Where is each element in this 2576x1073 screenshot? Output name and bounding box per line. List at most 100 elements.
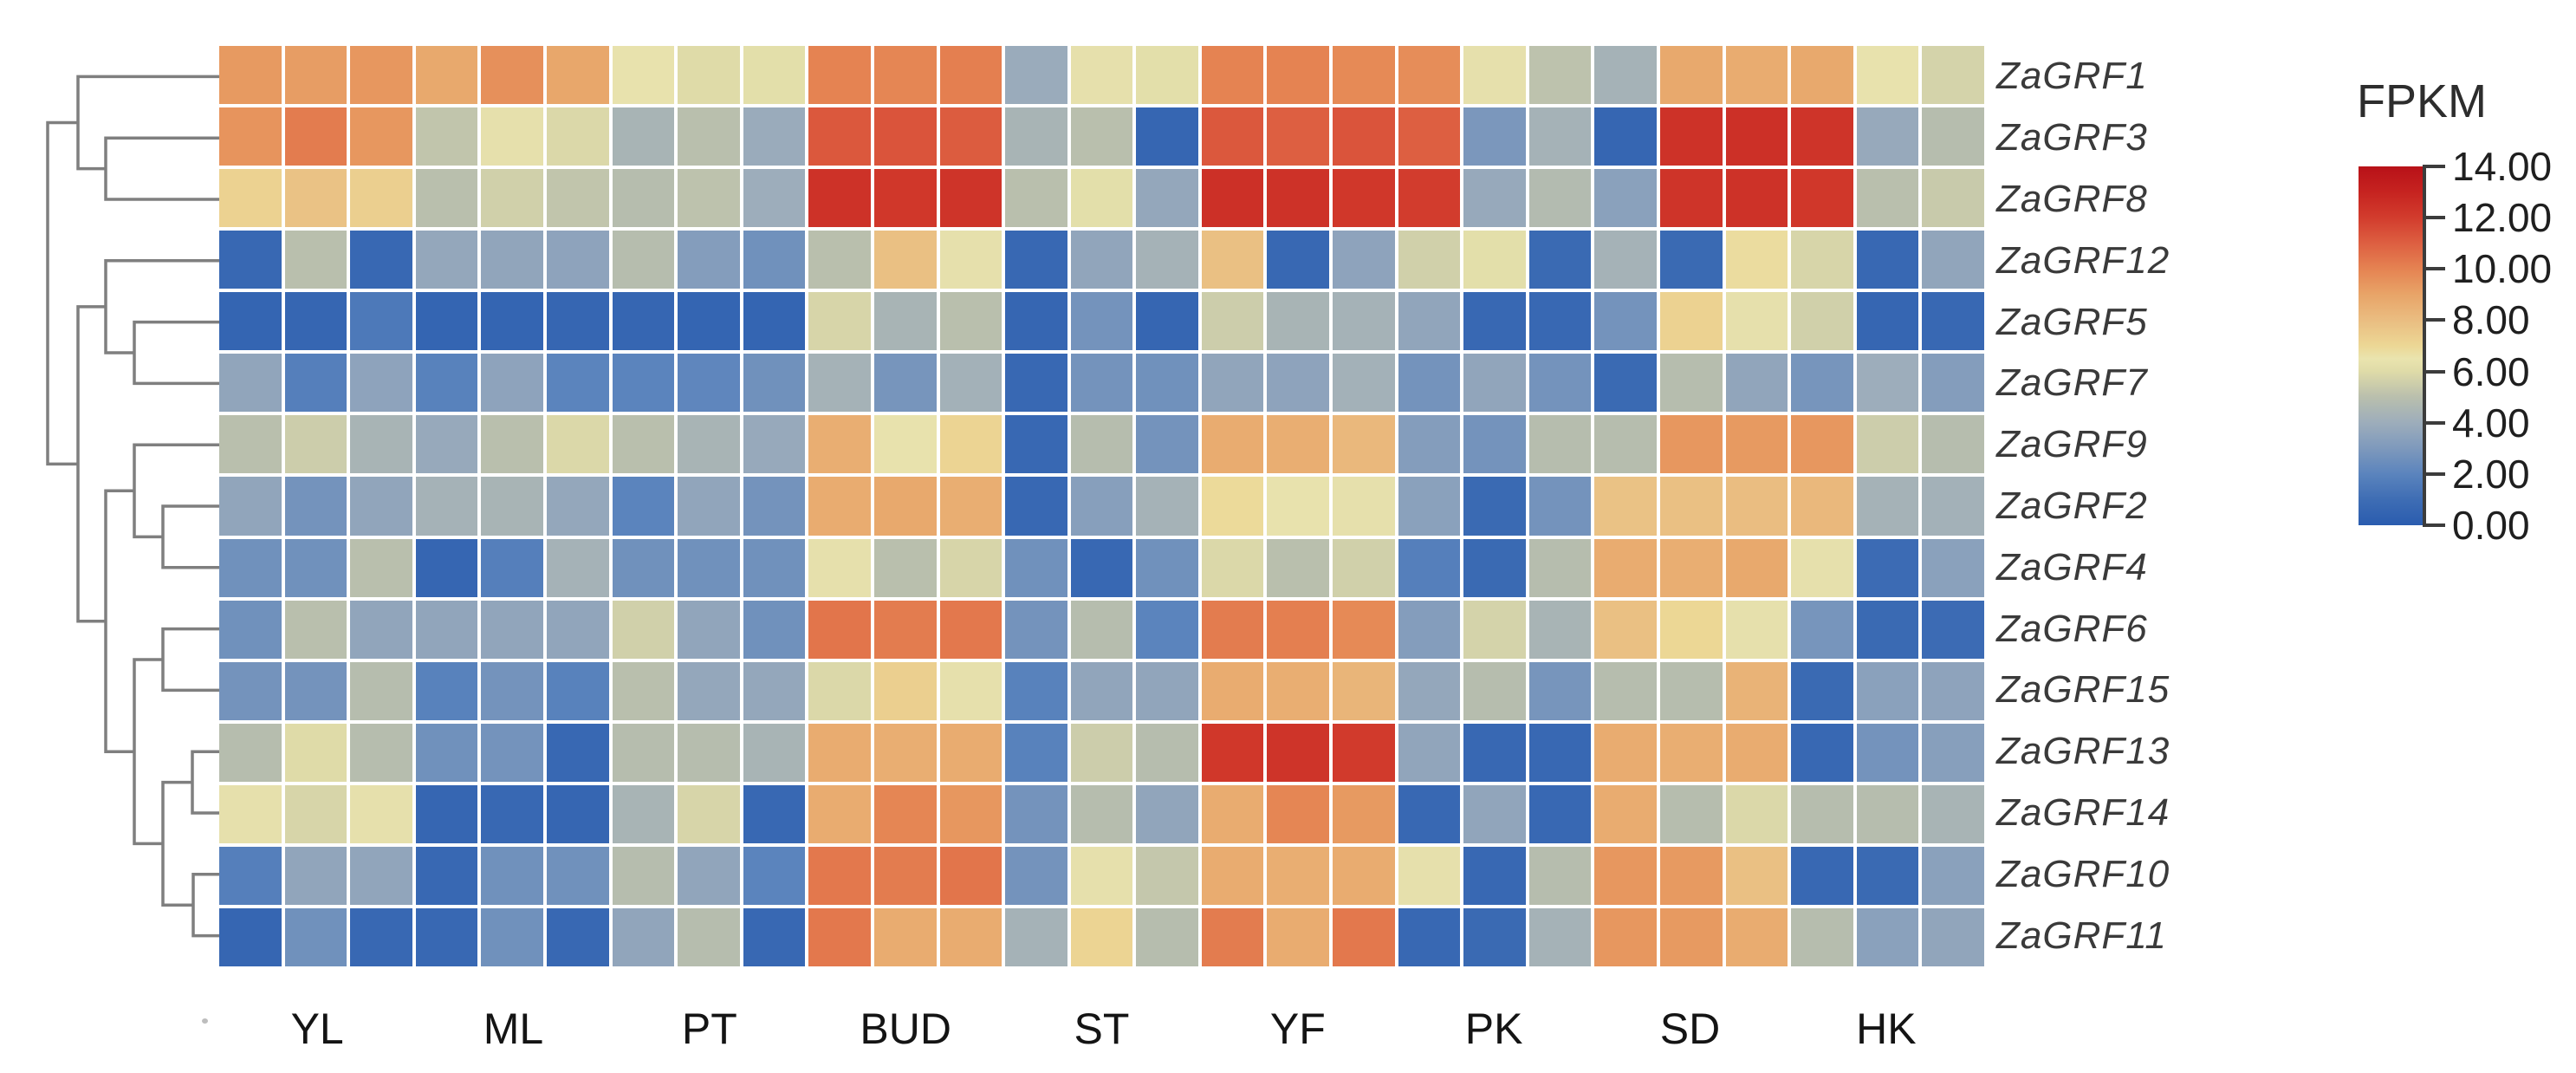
column-label: ST <box>1074 1005 1130 1053</box>
colorbar-tick-label: 12.00 <box>2452 195 2553 241</box>
heatmap-cell <box>743 538 806 597</box>
heatmap-cell <box>350 415 412 474</box>
heatmap-cell <box>1856 907 1919 966</box>
heatmap-cell <box>1791 107 1853 166</box>
heatmap-cell <box>350 231 412 289</box>
row-label: ZaGRF15 <box>1996 668 2170 712</box>
heatmap-cell <box>1333 354 1395 413</box>
heatmap-cell <box>1333 723 1395 782</box>
heatmap-cell <box>1856 169 1919 228</box>
colorbar-tick <box>2426 471 2445 476</box>
row-label: ZaGRF3 <box>1996 116 2148 159</box>
heatmap-cell <box>1463 292 1526 351</box>
heatmap-cell <box>1922 415 1984 474</box>
heatmap-cell <box>1398 415 1461 474</box>
heatmap-cell <box>939 846 1002 905</box>
colorbar-tick <box>2426 216 2445 220</box>
heatmap-cell <box>743 231 806 289</box>
heatmap-cell <box>808 46 871 105</box>
heatmap-cell <box>284 169 347 228</box>
heatmap-cell <box>1856 723 1919 782</box>
column-label: PT <box>681 1005 737 1053</box>
heatmap-cell <box>1070 169 1133 228</box>
colorbar-tick <box>2426 318 2445 322</box>
heatmap-cell <box>1463 846 1526 905</box>
heatmap-cell <box>415 415 478 474</box>
heatmap-cell <box>1922 846 1984 905</box>
heatmap-cell <box>1660 600 1723 659</box>
heatmap-cell <box>1791 846 1853 905</box>
heatmap-cell <box>219 907 282 966</box>
heatmap-cell <box>678 46 740 105</box>
heatmap-cell <box>1398 784 1461 843</box>
heatmap-cell <box>1791 538 1853 597</box>
heatmap-cell <box>481 661 543 720</box>
heatmap-cell <box>284 354 347 413</box>
heatmap-cell <box>939 907 1002 966</box>
heatmap-cell <box>1005 538 1067 597</box>
heatmap-cell <box>284 107 347 166</box>
heatmap-cell <box>219 538 282 597</box>
heatmap-cell <box>808 107 871 166</box>
heatmap-cell <box>612 600 675 659</box>
colorbar-tick <box>2426 165 2445 168</box>
heatmap-cell <box>219 107 282 166</box>
heatmap-cell <box>678 107 740 166</box>
heatmap-cell <box>939 784 1002 843</box>
heatmap-cell <box>1463 354 1526 413</box>
heatmap-cell <box>743 477 806 536</box>
heatmap-cell <box>1463 107 1526 166</box>
heatmap-cell <box>1922 477 1984 536</box>
heatmap-cell <box>1201 46 1264 105</box>
heatmap-cell <box>1856 46 1919 105</box>
heatmap-cell <box>1791 292 1853 351</box>
column-label: ML <box>483 1005 544 1053</box>
heatmap-cell <box>1267 846 1330 905</box>
heatmap-cell <box>1333 661 1395 720</box>
heatmap-cell <box>1267 46 1330 105</box>
heatmap-cell <box>546 907 609 966</box>
heatmap-cell <box>1333 784 1395 843</box>
heatmap-cell <box>678 169 740 228</box>
row-label: ZaGRF13 <box>1996 730 2170 773</box>
heatmap-cell <box>1528 46 1592 105</box>
heatmap-cell <box>743 907 806 966</box>
column-label: SD <box>1659 1005 1721 1053</box>
heatmap-cell <box>1922 723 1984 782</box>
heatmap-cell <box>939 661 1002 720</box>
row-label: ZaGRF7 <box>1996 361 2148 405</box>
heatmap-cell <box>1725 907 1788 966</box>
heatmap-cell <box>284 477 347 536</box>
heatmap-cell <box>1136 661 1198 720</box>
heatmap-cell <box>1725 477 1788 536</box>
heatmap-cell <box>1725 107 1788 166</box>
heatmap-cell <box>1660 354 1723 413</box>
heatmap-cell <box>678 292 740 351</box>
heatmap-cell <box>415 784 478 843</box>
heatmap-cell <box>1005 231 1067 289</box>
heatmap-cell <box>612 661 675 720</box>
colorbar-tick-label: 4.00 <box>2452 400 2530 445</box>
heatmap-cell <box>1070 107 1133 166</box>
heatmap-cell <box>1267 538 1330 597</box>
heatmap-cell <box>1660 907 1723 966</box>
heatmap-cell <box>1528 354 1592 413</box>
heatmap-cell <box>350 907 412 966</box>
heatmap-cell <box>1594 46 1658 105</box>
heatmap-cell <box>808 784 871 843</box>
heatmap-cell <box>1660 846 1723 905</box>
heatmap-cell <box>481 169 543 228</box>
heatmap-cell <box>1594 107 1658 166</box>
heatmap-cell <box>546 354 609 413</box>
heatmap-cell <box>415 907 478 966</box>
heatmap-cell <box>1791 600 1853 659</box>
heatmap-cell <box>481 846 543 905</box>
heatmap-cell <box>415 292 478 351</box>
heatmap-cell <box>1267 292 1330 351</box>
heatmap-cell <box>939 107 1002 166</box>
heatmap-cell <box>1005 477 1067 536</box>
heatmap-cell <box>1922 169 1984 228</box>
heatmap-cell <box>546 661 609 720</box>
heatmap-cell <box>1070 292 1133 351</box>
colorbar-tick-label: 6.00 <box>2452 348 2530 394</box>
